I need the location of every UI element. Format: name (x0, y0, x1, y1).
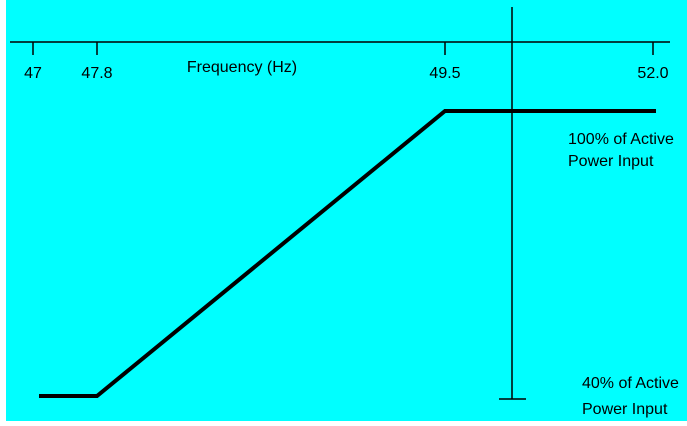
x-tick-label: 47 (24, 65, 42, 82)
lower-annotation-line-1: 40% of Active (582, 375, 679, 392)
lower-annotation-line-2: Power Input (582, 401, 668, 418)
x-tick-label: 47.8 (81, 65, 112, 82)
chart-background (6, 0, 687, 421)
power-response-line (39, 109, 656, 398)
x-tick-group: 47 47.8 49.5 52.0 (24, 42, 669, 82)
upper-annotation-line-2: Power Input (568, 153, 654, 170)
x-tick-label: 52.0 (637, 65, 668, 82)
x-tick-label: 49.5 (429, 65, 460, 82)
x-axis-label: Frequency (Hz) (187, 59, 297, 76)
upper-annotation-line-1: 100% of Active (568, 131, 674, 148)
